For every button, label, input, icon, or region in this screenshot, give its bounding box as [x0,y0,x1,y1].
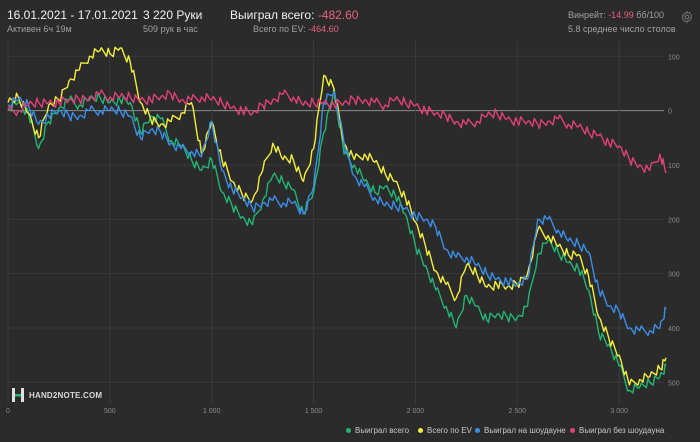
x-tick-label: 2 500 [509,408,527,415]
hands-per-hour: 509 рук в час [143,24,198,34]
legend-dot-no-showdown [570,428,575,433]
y-tick-label: 0 [668,109,672,116]
hands-count: 3 220 Руки [143,8,203,22]
header: 16.01.2021 - 17.01.2021 Активен 6ч 19м 3… [0,0,700,40]
legend-item-ev[interactable]: Всего по EV [418,426,472,435]
x-tick-label: 3 000 [610,408,628,415]
legend-label-no-showdown: Выиграл без шоудауна [579,426,665,435]
hand2note-logo-icon [12,388,24,402]
x-tick-label: 1 500 [305,408,323,415]
y-tick-label: 200 [668,217,680,224]
winrate-value: -14.99 [608,10,634,20]
legend-item-showdown[interactable]: Выиграл на шоудауне [475,426,566,435]
x-tick-label: 2 000 [407,408,425,415]
y-tick-label: 100 [668,163,680,170]
hand2note-logo-text: HAND2NOTE.COM [29,390,103,400]
series-line [7,46,667,386]
x-tick-label: 0 [6,408,10,415]
x-tick-label: 1 000 [203,408,221,415]
hand2note-logo: HAND2NOTE.COM [12,388,102,402]
legend-label-ev: Всего по EV [427,426,472,435]
winrate-unit: бб/100 [636,10,665,20]
y-tick-label: 400 [668,326,680,333]
total-won: Выиграл всего: -482.60 [230,8,358,22]
total-won-label: Выиграл всего: [230,8,315,22]
avg-tables: 5.8 среднее число столов [568,24,676,34]
legend-label-showdown: Выиграл на шоудауне [484,426,566,435]
legend-dot-showdown [475,428,480,433]
total-won-value: -482.60 [317,8,359,22]
legend-item-no-showdown[interactable]: Выиграл без шоудауна [570,426,664,435]
total-ev-label: Всего по EV: [253,24,306,34]
winrate: Винрейт: -14.99 бб/100 [568,10,664,20]
date-range: 16.01.2021 - 17.01.2021 [7,8,138,22]
legend-dot-total [346,428,351,433]
legend-item-total[interactable]: Выиграл всего [346,426,409,435]
y-tick-label: 500 [668,380,680,387]
series-line [7,89,667,174]
winrate-label: Винрейт: [568,10,606,20]
total-ev: Всего по EV: -464.60 [253,24,339,34]
total-ev-value: -464.60 [308,24,339,34]
series-line [7,90,667,337]
gear-icon[interactable] [680,10,694,24]
legend-label-total: Выиграл всего [355,426,410,435]
y-tick-label: 100 [668,54,680,61]
y-tick-label: 300 [668,272,680,279]
legend-dot-ev [418,428,423,433]
active-duration: Активен 6ч 19м [7,24,72,34]
x-tick-label: 500 [104,408,116,415]
